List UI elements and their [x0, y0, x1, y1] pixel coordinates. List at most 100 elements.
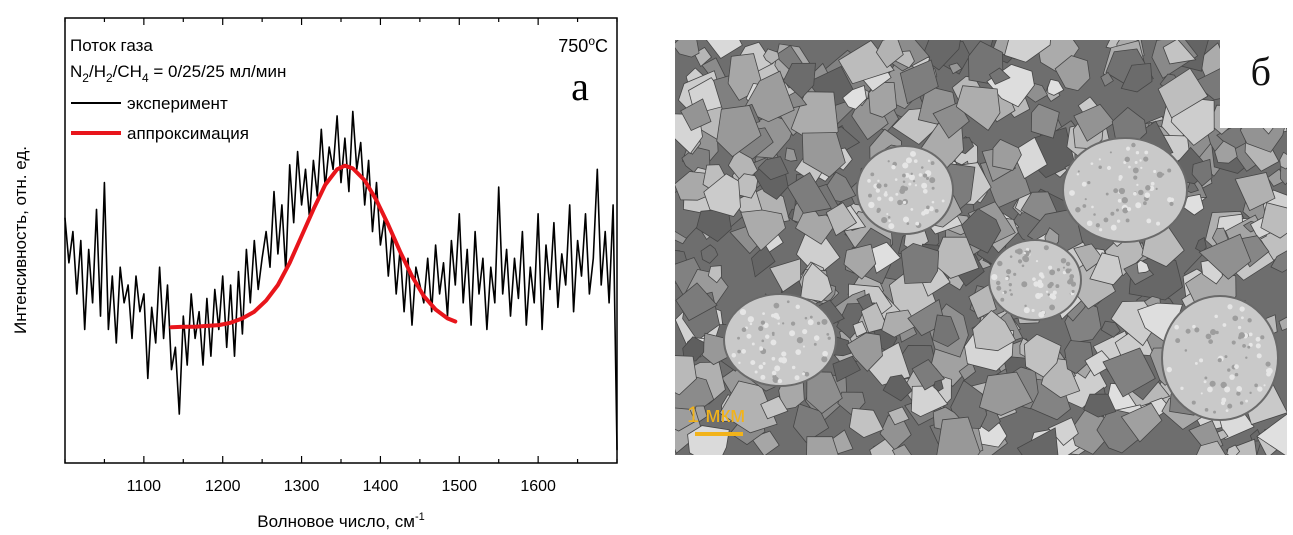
sem-grain — [955, 85, 1001, 131]
sem-grain — [887, 406, 910, 426]
sem-surface-speck — [1266, 367, 1273, 375]
sem-grain — [1256, 413, 1287, 455]
sem-grain — [1047, 417, 1079, 446]
sem-grain — [675, 40, 700, 58]
sem-surface-speck — [1071, 289, 1075, 294]
sem-surface-speck — [906, 222, 910, 225]
sem-surface-speck — [920, 166, 924, 169]
sem-surface-speck — [1135, 151, 1140, 155]
sem-surface-speck — [883, 183, 888, 188]
sem-surface-speck — [786, 300, 790, 304]
sem-surface-speck — [867, 179, 871, 183]
y-axis-label: Интенсивность, отн. ед. — [11, 146, 30, 334]
sem-surface-speck — [813, 342, 817, 346]
sem-surface-speck — [876, 183, 882, 189]
sem-surface-speck — [737, 349, 741, 354]
sem-surface-speck — [1203, 380, 1207, 384]
sem-surface-speck — [741, 327, 747, 333]
sem-surface-speck — [1231, 340, 1236, 345]
sem-surface-speck — [991, 274, 998, 281]
sem-surface-speck — [1249, 391, 1252, 395]
sem-grain — [852, 320, 868, 338]
sem-surface-speck — [749, 322, 753, 326]
sem-surface-speck — [821, 318, 828, 325]
sem-surface-speck — [1194, 327, 1200, 333]
sem-surface-speck — [1005, 268, 1012, 275]
sem-surface-speck — [802, 328, 808, 335]
sem-grain — [932, 236, 980, 279]
sem-surface-speck — [908, 182, 912, 186]
sem-surface-speck — [1070, 281, 1077, 287]
sem-surface-speck — [1115, 208, 1119, 212]
sem-texture — [675, 40, 1287, 455]
sem-surface-speck — [1060, 257, 1067, 264]
sem-surface-speck — [1091, 205, 1094, 209]
sem-surface-speck — [1105, 192, 1109, 196]
plot-area: 1100 1200 1300 1400 1500 1600 — [64, 17, 618, 495]
sem-surface-speck — [1025, 247, 1030, 252]
sem-surface-speck — [1191, 400, 1196, 405]
sem-surface-speck — [1084, 198, 1087, 201]
sem-surface-speck — [1225, 409, 1229, 413]
sem-grain — [740, 209, 786, 252]
sem-grain — [751, 244, 776, 278]
sem-grain — [1064, 340, 1094, 375]
sem-surface-speck — [1016, 248, 1023, 255]
sem-grain — [682, 336, 705, 362]
sem-surface-speck — [795, 349, 802, 356]
sem-surface-speck — [1207, 386, 1213, 393]
sem-grain — [1047, 78, 1065, 96]
sem-surface-speck — [802, 372, 806, 376]
sem-surface-speck — [868, 201, 875, 209]
sem-surface-speck — [1031, 308, 1035, 313]
sem-surface-speck — [1134, 161, 1138, 165]
sem-surface-speck — [902, 216, 910, 223]
sem-surface-speck — [758, 325, 764, 332]
sem-surface-speck — [1090, 162, 1094, 166]
sem-surface-speck — [794, 375, 800, 381]
temperature-label: 750oC — [558, 34, 608, 56]
sem-surface-speck — [921, 211, 926, 216]
sem-surface-speck — [1081, 181, 1087, 187]
sem-surface-speck — [868, 193, 872, 198]
sem-surface-speck — [1204, 376, 1208, 380]
sem-grain — [675, 407, 696, 432]
sem-grain — [882, 374, 913, 402]
sem-surface-speck — [1065, 268, 1071, 274]
sem-surface-speck — [1035, 259, 1039, 263]
sem-grain — [1279, 166, 1287, 186]
sem-surface-speck — [1128, 165, 1131, 169]
sem-surface-speck — [914, 184, 918, 187]
sem-surface-speck — [1138, 189, 1144, 196]
sem-surface-speck — [1222, 323, 1227, 327]
sem-surface-speck — [807, 319, 814, 326]
sem-surface-speck — [1021, 281, 1028, 288]
sem-surface-speck — [758, 364, 764, 370]
sem-surface-speck — [1260, 335, 1265, 340]
sem-surface-speck — [1133, 175, 1138, 180]
sem-surface-speck — [1256, 353, 1262, 359]
sem-surface-speck — [826, 332, 830, 336]
sem-surface-speck — [881, 217, 888, 224]
sem-surface-speck — [910, 150, 916, 157]
gas-composition-label: N2/H2/CH4 = 0/25/25 мл/мин — [70, 62, 286, 85]
sem-surface-speck — [1144, 192, 1151, 198]
sem-surface-speck — [1069, 274, 1075, 279]
sem-surface-speck — [1136, 183, 1139, 187]
sem-surface-speck — [912, 180, 916, 183]
sem-surface-speck — [1098, 228, 1103, 232]
sem-surface-speck — [1169, 201, 1174, 206]
sem-surface-speck — [1024, 304, 1027, 308]
sem-surface-speck — [887, 216, 891, 219]
sem-grain — [806, 436, 839, 455]
sem-micrograph: б 1 мкм — [675, 40, 1287, 455]
sem-surface-speck — [1236, 386, 1243, 392]
sem-surface-speck — [1175, 338, 1181, 344]
sem-surface-speck — [781, 351, 787, 357]
x-tick-label: 1200 — [205, 478, 241, 495]
sem-surface-speck — [1005, 276, 1009, 281]
sem-grain — [1054, 55, 1091, 92]
sem-surface-speck — [1049, 304, 1055, 311]
sem-grain — [950, 379, 988, 430]
sem-surface-speck — [778, 357, 784, 363]
